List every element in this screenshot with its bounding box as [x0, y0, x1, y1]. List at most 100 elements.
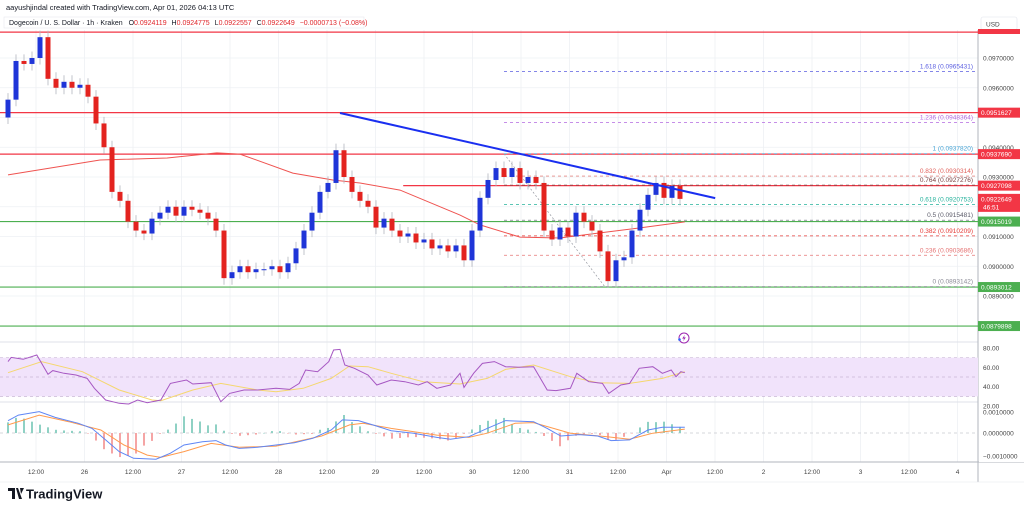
fib-price: 0.0965431 [940, 64, 971, 71]
candle-up [229, 272, 235, 279]
candle-up [509, 168, 515, 177]
trendline[interactable] [339, 112, 716, 200]
time-tick-label: 12:00 [610, 469, 627, 476]
candle-down [597, 230, 603, 252]
macd-histogram-bar [479, 424, 481, 433]
macd-histogram-bar [535, 431, 537, 433]
fib-ratio: 0.764 [920, 177, 937, 184]
candle-down [125, 200, 131, 222]
price-tick-label: 0.0930000 [983, 175, 1014, 182]
level-price-badge [978, 321, 1020, 332]
candle-down [517, 168, 523, 183]
candle-down [357, 191, 363, 201]
macd-histogram-bar [63, 430, 65, 433]
rsi-tick-label: 80.00 [983, 346, 1000, 353]
macd-histogram-bar [671, 424, 673, 433]
candle-down [213, 218, 219, 231]
macd-histogram-bar [95, 433, 97, 441]
candle-up [325, 182, 331, 192]
time-tick-label: 4 [956, 469, 960, 476]
macd-histogram-bar [127, 433, 129, 456]
macd-histogram-bar [631, 433, 633, 434]
level-price-badge [978, 180, 1020, 191]
fib-paren-open: ( [936, 64, 941, 71]
candle-down [365, 200, 371, 207]
candle-up [525, 177, 531, 183]
candle-down [53, 78, 59, 88]
candle-up [293, 248, 299, 264]
macd-histogram-bar [279, 431, 281, 433]
fibonacci-retracement[interactable]: 1.618 (0.0965431)1.236 (0.0948364)1 (0.0… [503, 64, 975, 288]
macd-histogram-bar [247, 433, 249, 436]
alert-icon[interactable] [678, 332, 690, 344]
candle-down [189, 206, 195, 210]
fib-paren-open: ( [936, 247, 941, 254]
price-tick-label: 0.0970000 [983, 56, 1014, 63]
time-tick-label: 31 [566, 469, 574, 476]
level-price-badge-text: 0.0893012 [981, 285, 1012, 292]
fib-price: 0.0915481 [940, 212, 971, 219]
horizontal-levels[interactable] [0, 31, 978, 327]
fib-ratio: 1 [932, 146, 936, 153]
fib-level-label: 0.236 (0.0903686) [920, 247, 973, 254]
time-tick-label: 30 [469, 469, 477, 476]
macd-tick-label: −0.0010000 [983, 454, 1018, 461]
candle-up [29, 58, 35, 64]
macd-histogram-bar [231, 433, 233, 434]
candle-up [493, 168, 499, 180]
macd-histogram-bar [447, 433, 449, 441]
time-tick-label: 29 [372, 469, 380, 476]
macd-histogram-bar [311, 433, 313, 434]
macd-histogram-bar [87, 433, 89, 434]
candle-down [109, 147, 115, 192]
macd-histogram-bar [591, 433, 593, 434]
macd-histogram-bar [207, 425, 209, 433]
macd-histogram-bar [167, 429, 169, 433]
macd-histogram-bar [263, 432, 265, 434]
time-tick-label: Apr [661, 469, 672, 476]
time-tick-label: 12:00 [416, 469, 433, 476]
level-price-badge [978, 107, 1020, 118]
macd-histogram-bar [431, 433, 433, 439]
macd-histogram-bar [391, 433, 393, 439]
time-tick-label: 12:00 [513, 469, 530, 476]
fib-price: 0.0927276 [940, 177, 971, 184]
macd-histogram-bar [295, 433, 297, 435]
macd-tick-label: 0.0000000 [983, 431, 1014, 438]
fib-level-label: 0.618 (0.0920753) [920, 197, 973, 204]
fib-paren-close: ) [971, 197, 973, 204]
last-price: 0.0922649 [981, 196, 1012, 203]
candle-up [637, 209, 643, 231]
macd-histogram-bar [599, 433, 601, 435]
macd-histogram-bar [455, 433, 457, 438]
macd-histogram-bar [255, 433, 257, 435]
macd-histogram-bar [47, 427, 49, 433]
price-axis[interactable]: USD0.09700000.09600000.09400000.09300000… [978, 16, 1024, 462]
candle-up [485, 179, 491, 198]
candle-up [149, 218, 155, 234]
currency-label: USD [986, 22, 1000, 29]
candle-up [269, 266, 275, 270]
macd-histogram-bar [191, 418, 193, 433]
macd-histogram-bar [111, 433, 113, 454]
macd-histogram-bar [271, 431, 273, 433]
macd-histogram-bar [55, 429, 57, 433]
level-price-badge-text: 0.0927098 [981, 183, 1012, 190]
candle-up [309, 212, 315, 231]
candle-down [461, 245, 467, 261]
fib-paren-open: ( [936, 114, 941, 121]
macd-histogram-bar [183, 416, 185, 433]
moving-average [7, 152, 685, 239]
price-tick-label: 0.0890000 [983, 294, 1014, 301]
candle-down [501, 168, 507, 177]
candle-down [245, 266, 251, 273]
low-label: L [215, 20, 219, 27]
candle-down [413, 233, 419, 243]
fib-paren-close: ) [971, 177, 973, 184]
candle-up [621, 257, 627, 261]
fib-level-label: 1 (0.0937820) [932, 146, 973, 153]
fib-price: 0.0930314 [940, 168, 971, 175]
candle-down [197, 209, 203, 213]
time-axis[interactable]: 12:00 26 12:00 27 12:00 28 12:00 29 12:00 30 12:00… [0, 469, 1024, 483]
